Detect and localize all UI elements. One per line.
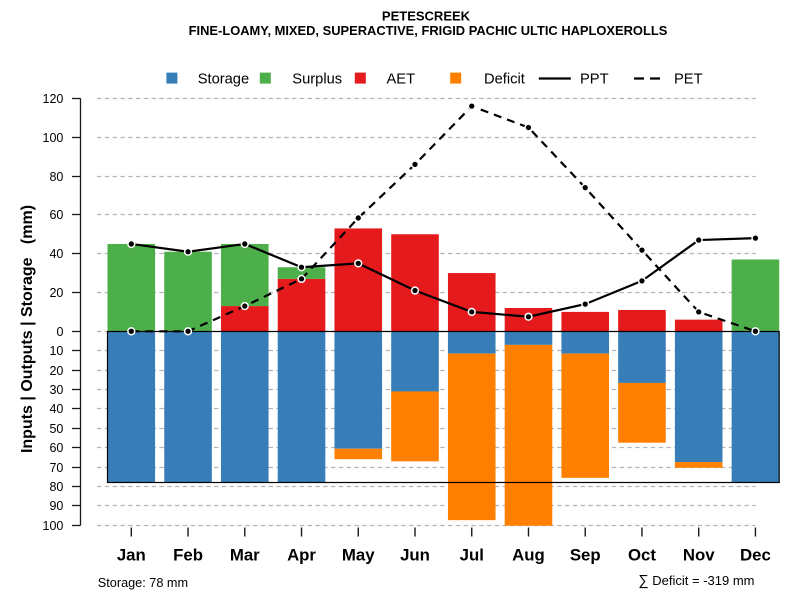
svg-text:Deficit: Deficit (484, 71, 525, 87)
svg-text:50: 50 (49, 422, 63, 436)
svg-text:10: 10 (49, 344, 63, 358)
svg-text:90: 90 (49, 499, 63, 513)
svg-text:40: 40 (49, 402, 63, 416)
svg-text:AET: AET (387, 71, 416, 87)
svg-text:60: 60 (49, 441, 63, 455)
svg-text:100: 100 (43, 131, 64, 145)
svg-text:∑ Deficit = -319 mm: ∑ Deficit = -319 mm (638, 573, 754, 589)
svg-text:100: 100 (43, 519, 64, 533)
svg-text:PPT: PPT (580, 71, 609, 87)
svg-text:PET: PET (674, 71, 703, 87)
svg-text:Apr: Apr (287, 546, 316, 565)
svg-text:20: 20 (49, 286, 63, 300)
svg-text:0: 0 (56, 325, 63, 339)
svg-text:PETESCREEK: PETESCREEK (382, 8, 471, 23)
svg-text:80: 80 (49, 480, 63, 494)
svg-text:Dec: Dec (740, 546, 771, 565)
svg-text:120: 120 (43, 92, 64, 106)
svg-text:Nov: Nov (683, 546, 715, 565)
svg-text:Mar: Mar (230, 546, 260, 565)
svg-text:Inputs | Outputs | Storage (: Inputs | Outputs | Storage (mm) (19, 205, 36, 453)
svg-text:Jun: Jun (400, 546, 430, 565)
svg-text:40: 40 (49, 247, 63, 261)
svg-text:Oct: Oct (628, 546, 656, 565)
svg-text:Surplus: Surplus (292, 71, 342, 87)
svg-text:Sep: Sep (570, 546, 601, 565)
svg-text:Jul: Jul (460, 546, 484, 565)
svg-text:Storage: Storage (198, 71, 249, 87)
svg-text:Feb: Feb (173, 546, 203, 565)
svg-text:May: May (342, 546, 375, 565)
svg-text:20: 20 (49, 364, 63, 378)
svg-text:30: 30 (49, 383, 63, 397)
svg-text:FINE-LOAMY, MIXED, SUPERACTIVE: FINE-LOAMY, MIXED, SUPERACTIVE, FRIGID P… (189, 23, 668, 38)
svg-text:Jan: Jan (117, 546, 146, 565)
svg-text:80: 80 (49, 170, 63, 184)
svg-text:Storage: 78 mm: Storage: 78 mm (98, 576, 188, 590)
svg-text:60: 60 (49, 208, 63, 222)
svg-text:Aug: Aug (512, 546, 545, 565)
svg-text:70: 70 (49, 461, 63, 475)
